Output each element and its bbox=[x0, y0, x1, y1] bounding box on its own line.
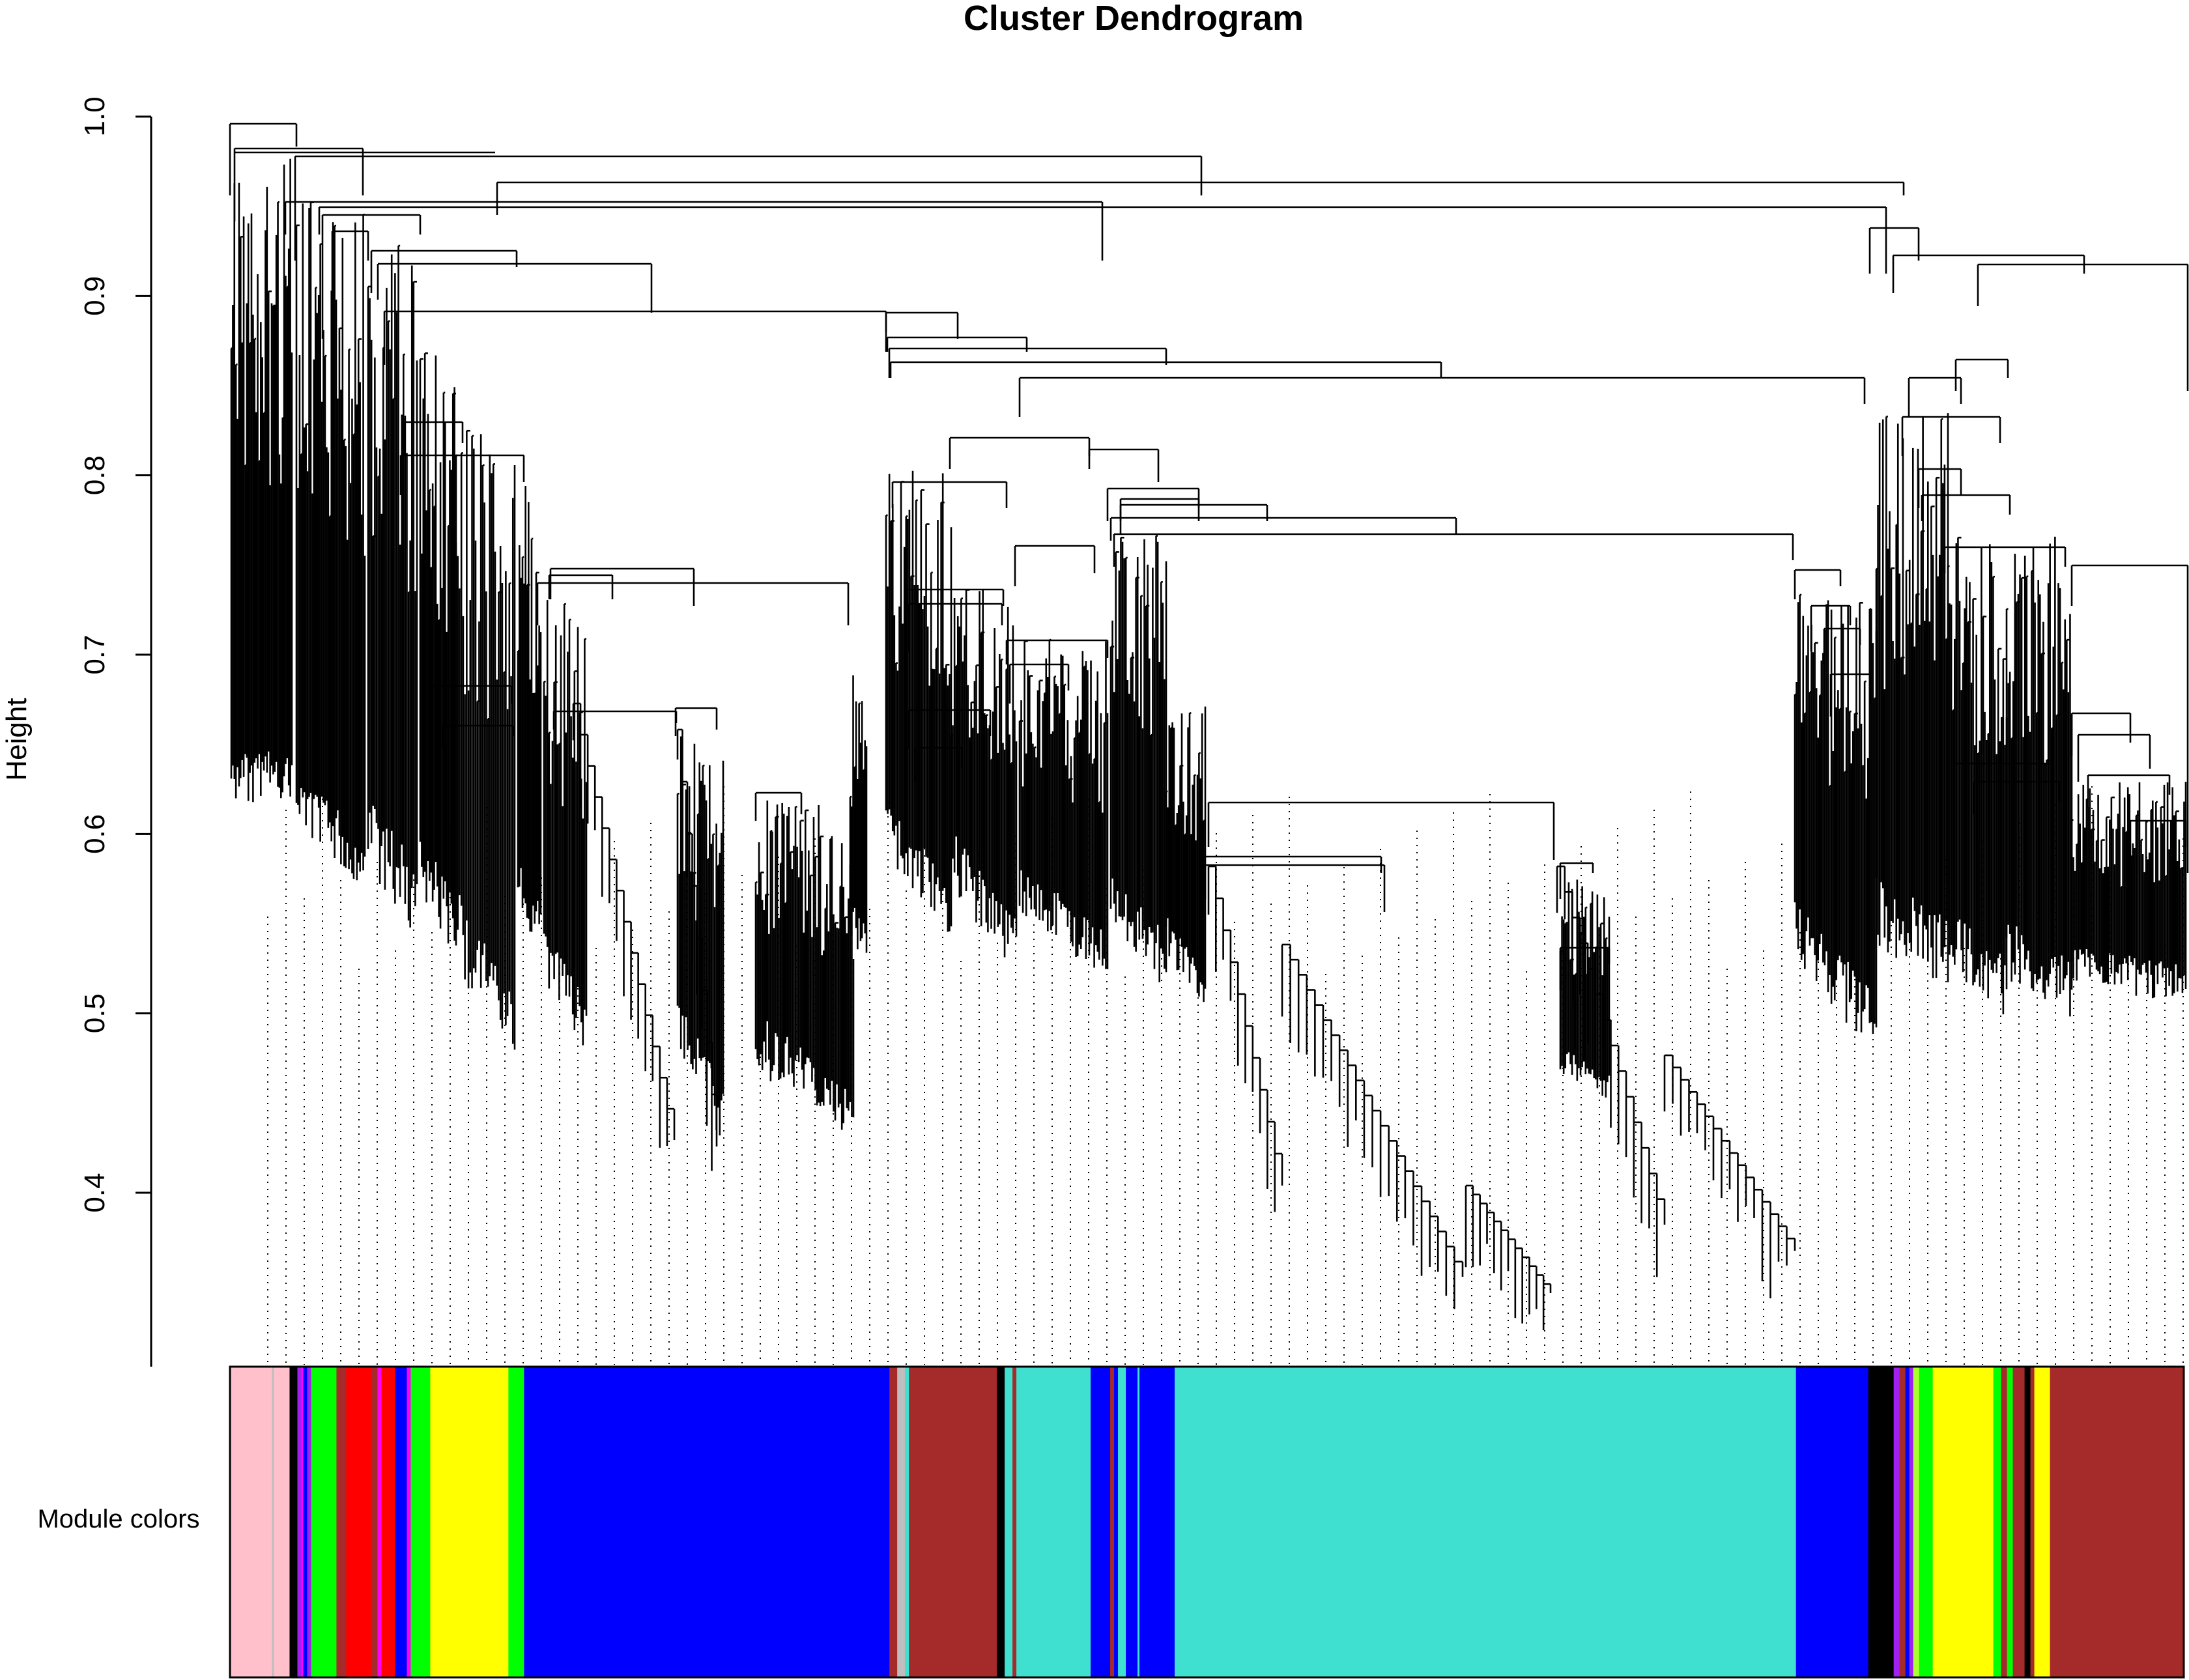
module-segment-black bbox=[289, 1367, 298, 1677]
module-colors-label: Module colors bbox=[37, 1505, 199, 1533]
module-segment-turquoise bbox=[905, 1367, 909, 1677]
module-segment-blue bbox=[1126, 1367, 1138, 1677]
module-color-bar bbox=[230, 1367, 2184, 1677]
module-segment-black bbox=[2024, 1367, 2031, 1677]
module-segment-brown bbox=[2001, 1367, 2008, 1677]
module-segment-green bbox=[2007, 1367, 2014, 1677]
module-segment-magenta bbox=[377, 1367, 382, 1677]
module-segment-purple bbox=[1893, 1367, 1900, 1677]
module-segment-black bbox=[1868, 1367, 1895, 1677]
module-segment-blue bbox=[1905, 1367, 1910, 1677]
module-segment-brown bbox=[1110, 1367, 1115, 1677]
module-segment-green bbox=[1919, 1367, 1934, 1677]
y-tick-label: 1.0 bbox=[79, 96, 111, 136]
module-segment-brown bbox=[889, 1367, 898, 1677]
module-segment-grey bbox=[897, 1367, 906, 1677]
module-segment-green bbox=[311, 1367, 337, 1677]
module-segment-magenta bbox=[407, 1367, 412, 1677]
module-segment-turquoise bbox=[1175, 1367, 1797, 1677]
module-segment-green bbox=[410, 1367, 431, 1677]
module-segment-purple bbox=[307, 1367, 312, 1677]
module-segment-brown bbox=[2030, 1367, 2035, 1677]
module-segment-brown bbox=[371, 1367, 379, 1677]
module-segment-green bbox=[1993, 1367, 2002, 1677]
module-segment-pink bbox=[230, 1367, 273, 1677]
module-segment-blue bbox=[395, 1367, 408, 1677]
module-segment-brown bbox=[2012, 1367, 2025, 1677]
module-segment-purple bbox=[297, 1367, 302, 1677]
module-segment-pink bbox=[274, 1367, 291, 1677]
module-segment-brown bbox=[1899, 1367, 1906, 1677]
y-axis: 0.4 0.5 0.6 0.7 0.8 0.9 1.0 bbox=[79, 96, 152, 1367]
module-segment-yellow bbox=[1932, 1367, 1994, 1677]
chart-title: Cluster Dendrogram bbox=[964, 0, 1304, 38]
module-segment-blue bbox=[1091, 1367, 1111, 1677]
module-segment-blue bbox=[1139, 1367, 1175, 1677]
module-segment-magenta bbox=[301, 1367, 304, 1677]
module-segment-yellow bbox=[430, 1367, 509, 1677]
module-segment-green bbox=[508, 1367, 524, 1677]
module-segment-yellow bbox=[2034, 1367, 2051, 1677]
module-segment-brown bbox=[2050, 1367, 2184, 1677]
module-segment-turquoise bbox=[1137, 1367, 1140, 1677]
y-tick-label: 0.9 bbox=[79, 276, 111, 316]
module-segment-turquoise bbox=[1016, 1367, 1091, 1677]
module-segment-brown bbox=[336, 1367, 347, 1677]
module-segment-grey bbox=[272, 1367, 275, 1677]
module-segment-black bbox=[997, 1367, 1005, 1677]
y-axis-label: Height bbox=[1, 698, 33, 780]
module-segment-blue bbox=[524, 1367, 890, 1677]
module-segment-turquoise bbox=[1005, 1367, 1013, 1677]
y-tick-label: 0.8 bbox=[79, 455, 111, 495]
module-segment-turquoise bbox=[1118, 1367, 1126, 1677]
module-segment-greenyellow bbox=[1913, 1367, 1920, 1677]
module-segment-blue bbox=[1114, 1367, 1119, 1677]
dendrogram-branches bbox=[229, 122, 2189, 1331]
y-tick-label: 0.5 bbox=[79, 993, 111, 1033]
y-tick-label: 0.6 bbox=[79, 814, 111, 854]
dendrogram-leaf-guides bbox=[267, 784, 2184, 1365]
module-segment-purple bbox=[1909, 1367, 1914, 1677]
module-segment-red bbox=[346, 1367, 373, 1677]
y-tick-label: 0.4 bbox=[79, 1173, 111, 1212]
module-segment-brown bbox=[909, 1367, 997, 1677]
y-tick-label: 0.7 bbox=[79, 634, 111, 674]
module-color-bar-frame bbox=[229, 1365, 2185, 1679]
module-segment-brown bbox=[1012, 1367, 1017, 1677]
module-segment-blue bbox=[303, 1367, 308, 1677]
module-segment-blue bbox=[1796, 1367, 1869, 1677]
module-segment-red bbox=[381, 1367, 396, 1677]
